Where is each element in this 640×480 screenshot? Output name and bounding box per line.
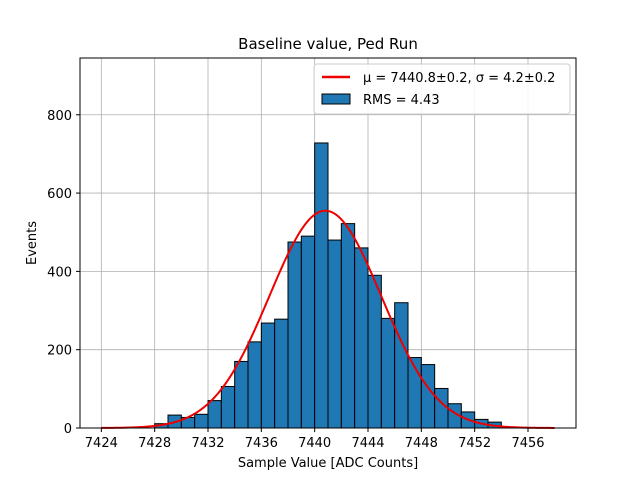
legend-histogram-swatch [321, 93, 351, 105]
histogram-bar [194, 413, 209, 429]
legend-histogram-label: RMS = 4.43 [363, 93, 440, 108]
histogram-bar [367, 274, 382, 429]
y-tick-label: 400 [47, 265, 72, 280]
x-tick-label: 7448 [405, 436, 438, 451]
y-tick-label: 800 [47, 109, 72, 124]
histogram-bar [394, 302, 409, 429]
histogram-bar [300, 235, 316, 429]
y-tick-label: 0 [64, 422, 72, 437]
histogram-bar [434, 387, 449, 429]
histogram-bar [354, 247, 369, 429]
histogram-bar [327, 239, 342, 429]
histogram-bar [274, 318, 289, 429]
x-tick-label: 7440 [298, 436, 331, 451]
histogram-bar [314, 142, 329, 429]
histogram-bar [260, 322, 276, 429]
x-tick-label: 7436 [245, 436, 278, 451]
y-tick-label: 200 [47, 344, 72, 359]
legend-box [313, 63, 571, 115]
x-tick-label: 7444 [351, 436, 384, 451]
histogram-bar [234, 360, 249, 429]
histogram-bar [340, 223, 356, 429]
histogram-bar [207, 400, 222, 429]
histogram-bars [154, 142, 502, 429]
x-axis-label: Sample Value [ADC Counts] [238, 456, 418, 471]
y-axis-label: Events [25, 221, 40, 265]
histogram-bar [420, 364, 436, 429]
y-tick-label: 600 [47, 187, 72, 202]
plot-frame [79, 57, 577, 429]
histogram-bar [380, 317, 396, 429]
x-axis-ticks: 7424 7428 7432 7436 7440 7444 7448 7452 7456 [85, 428, 545, 451]
legend-fit-label: μ = 7440.8±0.2, σ = 4.2±0.2 [363, 71, 555, 86]
histogram-bar [220, 385, 236, 429]
histogram-bar [247, 341, 262, 429]
x-tick-label: 7424 [85, 436, 118, 451]
legend: μ = 7440.8±0.2, σ = 4.2±0.2 RMS = 4.43 [313, 63, 571, 115]
histogram-bar [287, 241, 302, 429]
x-tick-label: 7456 [511, 436, 544, 451]
x-tick-label: 7432 [191, 436, 224, 451]
x-tick-label: 7452 [458, 436, 491, 451]
fit-curve [101, 209, 555, 429]
y-axis-ticks: 0 200 400 600 800 [47, 109, 80, 437]
x-tick-label: 7428 [138, 436, 171, 451]
chart-title: Baseline value, Ped Run [238, 35, 418, 53]
